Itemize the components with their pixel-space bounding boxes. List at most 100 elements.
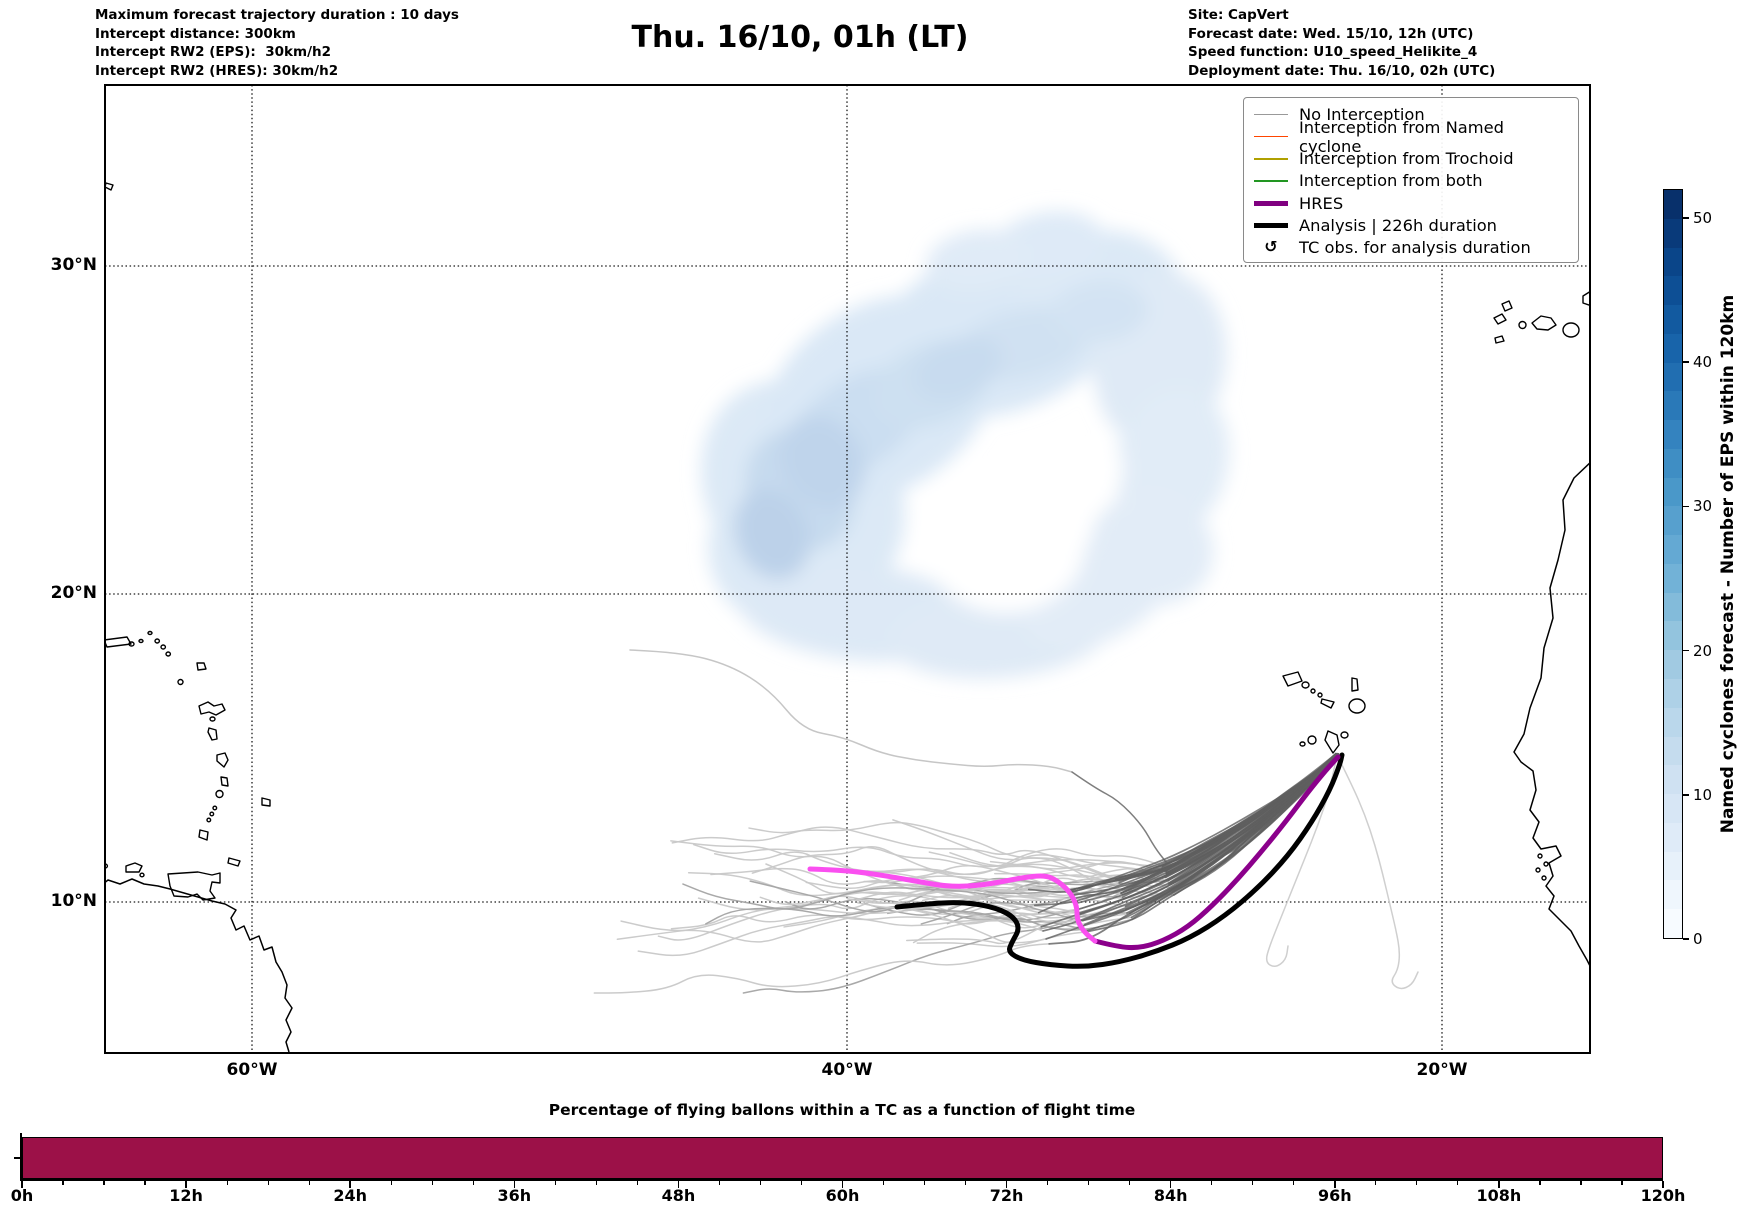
bottom-x-minor-tick (103, 1180, 105, 1186)
colorbar-step (1664, 391, 1682, 421)
island (160, 644, 167, 650)
bottom-x-major-tick (1334, 1180, 1336, 1188)
legend-item: Interception from Trochoid (1254, 148, 1570, 169)
island (167, 871, 221, 901)
ensemble-trajectory (847, 898, 1084, 929)
ensemble-trajectory (693, 843, 1164, 868)
colorbar-tick (1683, 649, 1689, 652)
island (1340, 731, 1349, 739)
bottom-x-minor-tick (308, 1180, 310, 1186)
bottom-x-tick-label: 0h (10, 1186, 34, 1205)
legend-item-label: HRES (1299, 193, 1344, 213)
island (96, 860, 100, 864)
bottom-x-major-tick (1662, 1180, 1664, 1188)
ensemble-trajectory (898, 887, 1124, 901)
bottom-x-major-tick (677, 1180, 680, 1188)
bottom-x-minor-tick (62, 1180, 64, 1186)
coastlines (96, 182, 1590, 1053)
island (1310, 688, 1316, 694)
island (1537, 853, 1543, 859)
cloud-blob (779, 415, 865, 509)
island (125, 862, 143, 873)
colorbar-step (1664, 448, 1682, 478)
island (138, 638, 144, 644)
colorbar-label: Named cyclones forecast - Number of EPS … (1718, 294, 1738, 834)
legend-item-label: TC obs. for analysis duration (1299, 237, 1531, 257)
bottom-x-minor-tick (800, 1180, 803, 1186)
bottom-x-minor-tick (1088, 1180, 1090, 1186)
colorbar-tick (1683, 505, 1689, 508)
colorbar-tick-label: 40 (1693, 353, 1713, 372)
colorbar-step (1664, 650, 1682, 680)
colorbar-step (1664, 736, 1682, 766)
bottom-x-minor-tick (1211, 1180, 1213, 1186)
cloud-hole (925, 477, 1085, 613)
bottom-x-major-tick (1169, 1180, 1172, 1188)
bottom-x-tick-label: 108h (1476, 1186, 1522, 1205)
ensemble-trajectory (853, 888, 1127, 908)
bottom-x-major-tick (841, 1180, 844, 1188)
island (261, 797, 271, 807)
legend-line-swatch (1254, 158, 1288, 160)
island (209, 811, 215, 817)
island (220, 776, 229, 787)
legend-item: Interception from both (1254, 170, 1570, 191)
legend-item: No Interception (1254, 104, 1570, 125)
colorbar-step (1664, 707, 1682, 737)
map-frame (104, 84, 1591, 1054)
bottom-x-tick-label: 24h (333, 1186, 368, 1205)
colorbar-step (1664, 333, 1682, 363)
bottom-x-minor-tick (1129, 1180, 1131, 1186)
ensemble-trajectory-origin-segment (1116, 754, 1340, 881)
island (1494, 335, 1505, 344)
ensemble-trajectory-origin-segment (1042, 753, 1340, 932)
coastline (1513, 461, 1590, 968)
bottom-x-tick-label: 12h (169, 1186, 203, 1205)
bottom-baseline (20, 1179, 1663, 1181)
ensemble-trajectory (682, 883, 1084, 922)
longitude-label: 20°W (1416, 1060, 1468, 1080)
legend-item-label: Interception from both (1299, 171, 1483, 191)
hres-track-purple (1092, 754, 1341, 951)
island (1348, 698, 1366, 714)
colorbar-step (1664, 909, 1682, 938)
island (105, 182, 114, 191)
ensemble-trajectory (748, 821, 1119, 881)
legend-line-swatch (1254, 180, 1288, 182)
colorbar-step (1664, 247, 1682, 277)
island (198, 829, 209, 841)
bottom-x-minor-tick (472, 1180, 474, 1186)
ensemble-trajectory-origin-segment (1040, 752, 1340, 928)
bottom-x-minor-tick (431, 1180, 433, 1186)
ensemble-trajectory (637, 916, 1044, 957)
island (1531, 315, 1557, 331)
bottom-x-minor-tick (759, 1180, 762, 1186)
bottom-x-major-tick (21, 1180, 23, 1188)
colorbar-step (1664, 592, 1682, 622)
island (1501, 300, 1513, 312)
bottom-x-minor-tick (1621, 1180, 1623, 1186)
bottom-x-minor-tick (1047, 1180, 1049, 1186)
colorbar-step (1664, 190, 1682, 219)
bottom-x-tick-label: 84h (1153, 1186, 1188, 1205)
bottom-left-spine (20, 1133, 22, 1180)
bottom-x-minor-tick (1416, 1180, 1418, 1186)
graticule (105, 85, 1590, 1053)
colorbar-step (1664, 535, 1682, 564)
bottom-x-minor-tick (923, 1180, 926, 1186)
bottom-x-major-tick (349, 1180, 351, 1188)
ensemble-trajectory (784, 897, 1133, 931)
ensemble-trajectory (593, 943, 1050, 994)
bottom-x-major-tick (1005, 1180, 1008, 1188)
island (196, 662, 207, 671)
colorbar-tick-label: 30 (1693, 497, 1713, 516)
legend-line-swatch (1254, 222, 1288, 228)
bottom-x-minor-tick (595, 1180, 597, 1186)
coastline (105, 878, 293, 1053)
legend-item: Interception from Named cyclone (1254, 118, 1570, 156)
colorbar-step (1664, 477, 1682, 507)
bottom-chart-title: Percentage of flying ballons within a TC… (548, 1101, 1136, 1119)
island (227, 857, 241, 867)
bottom-x-minor-tick (964, 1180, 967, 1186)
ensemble-trajectory-origin-segment (1161, 754, 1339, 868)
